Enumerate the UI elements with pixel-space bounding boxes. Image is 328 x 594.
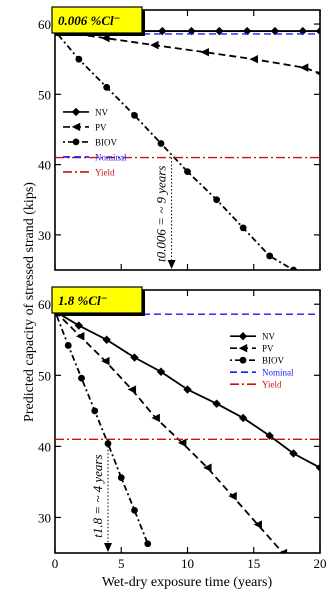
x-tick-label-4: 20 [314, 556, 327, 571]
legend-label-0: NV [262, 332, 275, 342]
annotation-arrowhead [104, 543, 112, 552]
label-box [51, 286, 143, 314]
series-point-pv-9 [278, 548, 288, 553]
legend-label-1: PV [262, 344, 274, 354]
series-point-pv-4 [249, 54, 258, 64]
y-tick-label-2: 50 [38, 368, 51, 383]
series-point-biov-5 [184, 168, 191, 176]
label-box-text: 0.006 %Cl⁻ [58, 13, 120, 28]
series-line-biov [55, 310, 149, 545]
series-point-nv-6 [215, 26, 224, 36]
series-point-nv-1 [74, 321, 84, 330]
label-box-text: 1.8 %Cl⁻ [58, 293, 107, 308]
series-point-biov-1 [64, 342, 72, 349]
series-point-biov-6 [131, 506, 138, 514]
series-point-nv-4 [156, 367, 166, 376]
series-point-biov-3 [91, 407, 99, 415]
series-point-biov-7 [239, 224, 247, 232]
series-point-nv-8 [265, 431, 274, 440]
label-box [51, 6, 143, 34]
series-point-nv-9 [298, 26, 307, 36]
y-tick-label-1: 40 [38, 158, 51, 173]
series-point-pv-8 [253, 520, 262, 529]
legend-marker-0 [71, 107, 81, 117]
series-point-biov-1 [75, 55, 83, 63]
legend-marker-2 [239, 356, 247, 364]
x-tick-label-3: 15 [247, 556, 260, 571]
legend: NV PV BIOV Nominal Yield [230, 332, 294, 390]
series-point-nv-3 [130, 353, 139, 362]
series-line-pv [55, 310, 285, 553]
series-point-pv-1 [101, 33, 110, 43]
series-point-nv-10 [315, 463, 320, 472]
series-point-nv-7 [238, 413, 248, 423]
y-tick-label-3: 60 [38, 17, 51, 32]
series-point-pv-6 [203, 463, 212, 472]
y-tick-label-0: 30 [38, 228, 51, 243]
series-point-biov-4 [157, 140, 165, 147]
series-point-nv-5 [187, 26, 196, 36]
series-point-biov-3 [131, 112, 138, 119]
legend-label-3: Nominal [262, 368, 294, 378]
panel-bottom: 0 5 10 15 20 30 40 50 60 t1.8 = ~ 4 years 1.8 %Cl⁻… [38, 286, 327, 578]
series-point-nv-6 [212, 399, 221, 408]
series-point-pv-2 [150, 40, 159, 50]
x-tick-label-0: 0 [52, 556, 59, 571]
series-point-biov-6 [213, 196, 221, 204]
y-tick-label-3: 60 [38, 297, 51, 312]
series-point-nv-5 [183, 385, 192, 394]
series-point-pv-7 [228, 491, 237, 501]
y-tick-label-2: 50 [38, 87, 51, 102]
series-point-pv-1 [75, 332, 85, 341]
panel-top: 30 40 50 60 t0.006 = ~ 9 years 0.006 %Cl⁻ NV PV… [38, 6, 321, 271]
legend-label-3: Nominal [95, 152, 127, 162]
legend-label-4: Yield [95, 167, 115, 177]
x-tick-label-2: 10 [181, 556, 194, 571]
annotation-text: t0.006 = ~ 9 years [154, 166, 169, 262]
series-point-biov-5 [117, 474, 125, 482]
series-point-nv-7 [242, 26, 252, 36]
series-point-pv-2 [101, 356, 110, 366]
legend-marker-1 [71, 122, 81, 132]
series-point-biov-2 [103, 83, 111, 91]
series-point-biov-8 [266, 252, 274, 260]
legend-marker-1 [238, 344, 248, 353]
series-point-pv-4 [151, 413, 160, 423]
series-point-nv-8 [270, 26, 280, 36]
legend-label-2: BIOV [95, 137, 117, 147]
series-point-nv-4 [158, 26, 167, 36]
legend-label-0: NV [95, 107, 108, 117]
annotation-arrowhead [167, 260, 176, 269]
y-tick-label-0: 30 [38, 510, 51, 525]
series-line-pv [55, 30, 320, 75]
legend-label-2: BIOV [262, 356, 284, 366]
annotation-text: t1.8 = ~ 4 years [90, 454, 105, 537]
legend-marker-2 [72, 138, 80, 146]
y-axis-label: Predicted capacity of stressed strand (k… [22, 182, 37, 422]
series-point-pv-5 [299, 63, 309, 72]
series-line-biov [55, 30, 294, 270]
series-point-biov-2 [78, 374, 85, 382]
series-point-nv-9 [289, 449, 298, 458]
series-point-biov-7 [144, 540, 152, 548]
plot-area [55, 26, 320, 270]
series-point-pv-5 [178, 438, 187, 448]
legend-label-1: PV [95, 122, 107, 132]
legend: NV PV BIOV Nominal Yield [63, 107, 127, 177]
legend-marker-0 [238, 332, 248, 341]
series-point-nv-2 [102, 335, 111, 344]
series-point-biov-9 [290, 266, 297, 270]
x-tick-label-1: 5 [118, 556, 125, 571]
series-point-pv-3 [200, 47, 209, 57]
series-point-pv-3 [127, 385, 137, 394]
x-axis-label: Wet-dry exposure time (years) [102, 575, 273, 590]
legend-label-4: Yield [262, 380, 282, 390]
y-tick-label-1: 40 [38, 439, 51, 454]
series-point-pv-6 [315, 71, 320, 76]
series-point-pv-10 [303, 570, 311, 578]
series-point-nv-10 [315, 26, 320, 36]
